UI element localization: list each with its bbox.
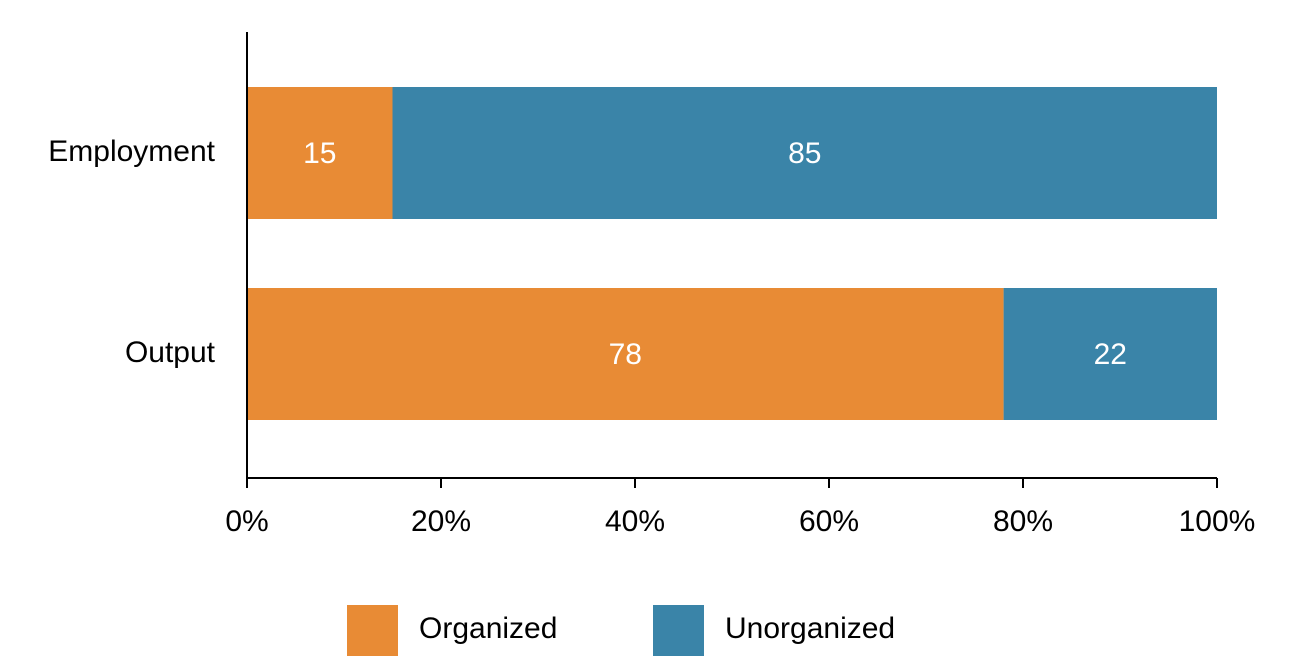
data-label: 85 — [788, 137, 821, 170]
bar — [1003, 288, 1217, 420]
data-label: 15 — [303, 137, 336, 170]
bar — [392, 87, 1217, 219]
legend-label: Unorganized — [725, 612, 895, 645]
x-tick-label: 0% — [225, 505, 268, 538]
x-tick-label: 40% — [605, 505, 665, 538]
bar — [247, 87, 393, 219]
bar — [247, 288, 1004, 420]
x-tick-label: 60% — [799, 505, 859, 538]
y-tick-label: Output — [125, 336, 216, 369]
legend-swatch — [653, 605, 704, 656]
x-tick-label: 80% — [993, 505, 1053, 538]
legend-swatch — [347, 605, 398, 656]
data-label: 78 — [609, 338, 642, 371]
data-label: 22 — [1094, 338, 1127, 371]
legend-label: Organized — [419, 612, 557, 645]
x-tick-label: 20% — [411, 505, 471, 538]
x-tick-label: 100% — [1179, 505, 1256, 538]
y-tick-label: Employment — [48, 135, 215, 168]
